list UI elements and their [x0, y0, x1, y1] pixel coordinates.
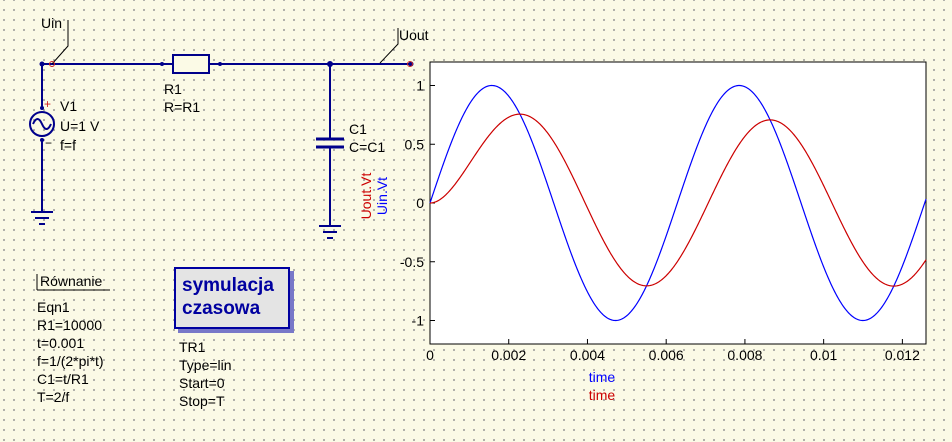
y-axis-label: Uin.Vt: [374, 177, 390, 215]
x-tick-label: 0.004: [570, 347, 605, 363]
equation-line: R1=10000: [37, 317, 103, 333]
v1-minus-sign: −: [45, 136, 53, 150]
sim-button-line1: symulacja: [182, 275, 274, 296]
sim-line: Stop=T: [179, 393, 225, 409]
x-tick-label: 0: [426, 347, 434, 363]
y-tick-label: -0.5: [400, 254, 424, 270]
c1-value: C=C1: [349, 139, 386, 155]
uout-label-marker[interactable]: [379, 28, 413, 67]
x-tick-label: 0.006: [649, 347, 684, 363]
ground-icon[interactable]: [31, 211, 53, 225]
sim-line: Type=lin: [179, 357, 232, 373]
sim-button-line2: czasowa: [182, 298, 261, 319]
uin-label-marker[interactable]: [49, 20, 69, 67]
r1-name: R1: [164, 81, 182, 97]
v1-frequency: f=f: [60, 137, 76, 153]
equation-line: t=0.001: [37, 335, 85, 351]
x-axis-label: time: [589, 387, 616, 403]
y-tick-label: -1: [412, 313, 425, 329]
capacitor-icon[interactable]: [316, 137, 344, 149]
equation-title[interactable]: Równanie: [40, 273, 103, 289]
series-line-uout-vt: [429, 113, 927, 287]
transient-simulation-button[interactable]: symulacja czasowa: [174, 267, 290, 329]
plot-area[interactable]: [430, 62, 926, 344]
uout-label[interactable]: Uout: [399, 27, 429, 43]
v1-voltage: U=1 V: [60, 118, 100, 134]
sim-line: TR1: [179, 339, 206, 355]
series-line-uin-vt: [429, 84, 927, 322]
v1-plus-sign: +: [44, 97, 52, 111]
equation-line: f=1/(2*pi*t): [37, 353, 104, 369]
x-tick-label: 0.002: [491, 347, 526, 363]
sim-line: Start=0: [179, 375, 225, 391]
y-tick-label: 1: [416, 78, 424, 94]
y-axis-label: Uout.Vt: [358, 173, 374, 220]
ac-source-icon[interactable]: [29, 111, 55, 137]
equation-line: Eqn1: [37, 299, 70, 315]
resistor-icon[interactable]: [172, 54, 210, 74]
x-axis-label: time: [589, 369, 616, 385]
ground-icon-2[interactable]: [319, 225, 341, 239]
equation-block[interactable]: Eqn1 R1=10000 t=0.001 f=1/(2*pi*t) C1=t/…: [37, 298, 104, 406]
x-tick-label: 0.012: [885, 347, 920, 363]
y-tick-label: 0: [416, 195, 424, 211]
r1-value: R=R1: [164, 99, 201, 115]
equation-line: C1=t/R1: [37, 371, 89, 387]
uin-label[interactable]: Uin: [41, 15, 63, 31]
v1-name: V1: [60, 98, 78, 114]
y-tick-label: 0.5: [405, 136, 425, 152]
plot-frame: [429, 61, 927, 345]
x-tick-label: 0.008: [727, 347, 762, 363]
c1-name: C1: [349, 121, 367, 137]
x-tick-label: 0.01: [810, 347, 837, 363]
simulation-params: TR1 Type=lin Start=0 Stop=T: [179, 338, 232, 410]
equation-line: T=2/f: [37, 389, 70, 405]
